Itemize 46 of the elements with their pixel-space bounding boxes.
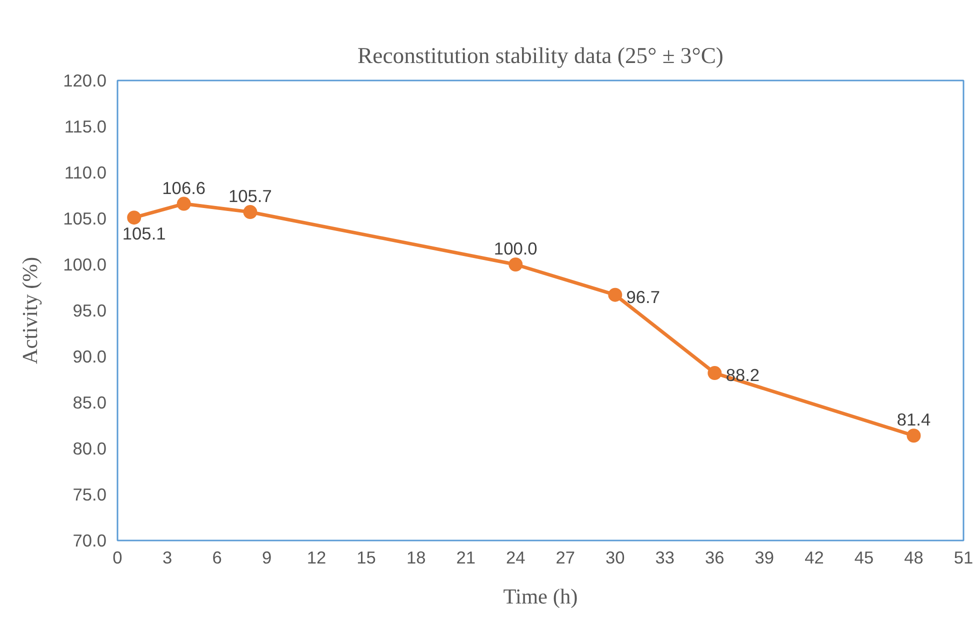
x-tick-label: 3 (162, 548, 172, 568)
x-tick-label: 48 (904, 548, 924, 568)
x-tick-label: 45 (854, 548, 874, 568)
data-label: 100.0 (494, 238, 538, 258)
data-label: 105.1 (122, 224, 166, 244)
x-tick-label: 0 (112, 548, 122, 568)
chart-title: Reconstitution stability data (25° ± 3°C) (358, 43, 724, 68)
data-label: 106.6 (162, 178, 206, 198)
data-label: 81.4 (896, 410, 931, 430)
y-tick-label: 115.0 (64, 116, 106, 136)
point (243, 205, 258, 220)
x-tick-label: 21 (456, 548, 476, 568)
point (508, 258, 523, 272)
data-label: 96.7 (626, 286, 660, 307)
point (608, 288, 622, 302)
x-tick-label: 51 (954, 548, 974, 568)
x-tick-label: 39 (754, 548, 774, 568)
y-tick-label: 95.0 (72, 300, 107, 320)
x-tick-label: 33 (655, 548, 675, 568)
point (176, 196, 191, 211)
y-tick-label: 110.0 (64, 162, 106, 182)
x-tick-label: 24 (506, 548, 526, 568)
data-label: 105.7 (228, 186, 272, 206)
point (708, 366, 722, 380)
y-tick-label: 80.0 (72, 438, 107, 458)
point (127, 210, 142, 225)
y-tick-label: 105.0 (63, 208, 107, 228)
point (906, 428, 921, 443)
x-tick-label: 27 (556, 548, 576, 568)
x-tick-label: 15 (356, 548, 376, 568)
x-tick-label: 9 (262, 548, 272, 568)
y-tick-label: 120.0 (63, 70, 107, 90)
x-axis-title: Time (h) (503, 584, 578, 608)
data-label: 88.2 (726, 365, 760, 386)
y-axis-title: Activity (%) (18, 256, 42, 364)
y-tick-label: 100.0 (63, 254, 107, 274)
x-tick-label: 36 (705, 548, 724, 568)
y-tick-label: 90.0 (72, 346, 107, 366)
x-tick-label: 12 (306, 548, 326, 568)
x-tick-label: 6 (212, 548, 222, 568)
y-tick-label: 75.0 (72, 484, 107, 504)
x-tick-label: 18 (406, 548, 426, 568)
x-tick-label: 42 (804, 548, 824, 568)
x-tick-label: 30 (606, 548, 625, 568)
y-tick-label: 70.0 (72, 530, 107, 550)
y-tick-label: 85.0 (72, 392, 107, 412)
